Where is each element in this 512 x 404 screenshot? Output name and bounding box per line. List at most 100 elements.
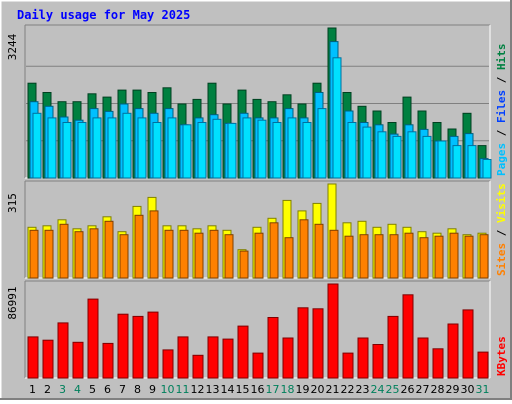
bar-pages-day-22 xyxy=(347,122,357,179)
x-tick-label-day-27: 27 xyxy=(416,383,430,396)
bar-sites-day-21 xyxy=(329,229,339,279)
x-tick-label-day-31: 31 xyxy=(476,383,490,396)
x-tick-label-day-12: 12 xyxy=(191,383,205,396)
bar-kbytes-day-24 xyxy=(372,344,384,379)
bar-sites-day-4 xyxy=(74,231,84,279)
bar-sites-day-24 xyxy=(374,234,384,279)
bar-sites-day-30 xyxy=(464,235,474,279)
bar-pages-day-15 xyxy=(242,117,252,179)
bar-pages-day-7 xyxy=(122,112,132,179)
bar-sites-day-19 xyxy=(299,219,309,279)
bar-sites-day-22 xyxy=(344,235,354,279)
bar-pages-day-14 xyxy=(227,122,237,179)
bar-pages-day-8 xyxy=(137,117,147,179)
x-tick-label-day-13: 13 xyxy=(206,383,220,396)
bar-sites-day-18 xyxy=(284,237,294,279)
bar-pages-day-27 xyxy=(422,135,432,179)
x-tick-label-day-10: 10 xyxy=(161,383,175,396)
bar-sites-day-10 xyxy=(164,229,174,279)
bar-kbytes-day-15 xyxy=(237,325,249,379)
y-axis-max-label: 3244 xyxy=(6,33,19,60)
legend-part: KBytes xyxy=(495,336,508,376)
bar-kbytes-day-5 xyxy=(87,298,99,379)
x-tick-label-day-8: 8 xyxy=(134,383,141,396)
bar-kbytes-day-29 xyxy=(447,323,459,379)
bar-kbytes-day-1 xyxy=(27,336,39,379)
panel-top: 3244 Pages / Files / Hits xyxy=(6,24,508,179)
bar-pages-day-6 xyxy=(107,117,117,179)
bar-sites-day-15 xyxy=(239,250,249,279)
bar-sites-day-8 xyxy=(134,214,144,279)
legend-part: / xyxy=(495,70,508,90)
bar-pages-day-3 xyxy=(62,122,72,179)
bar-pages-day-4 xyxy=(77,122,87,179)
bar-sites-day-9 xyxy=(149,210,159,279)
bar-kbytes-day-16 xyxy=(252,352,264,379)
x-tick-label-day-23: 23 xyxy=(356,383,370,396)
bar-kbytes-day-7 xyxy=(117,313,129,379)
bar-kbytes-day-17 xyxy=(267,317,279,379)
x-tick-label-day-4: 4 xyxy=(74,383,81,396)
chart-title: Daily usage for May 2025 xyxy=(17,8,190,22)
bar-kbytes-day-31 xyxy=(477,351,489,379)
bar-sites-day-27 xyxy=(419,237,429,279)
bar-pages-day-13 xyxy=(212,118,222,179)
x-tick-label-day-9: 9 xyxy=(149,383,156,396)
bar-pages-day-11 xyxy=(182,124,192,179)
x-tick-label-day-18: 18 xyxy=(281,383,295,396)
bar-sites-day-28 xyxy=(434,235,444,279)
legend-part: / xyxy=(495,223,508,243)
bar-kbytes-day-19 xyxy=(297,307,309,379)
bar-kbytes-day-6 xyxy=(102,342,114,379)
bar-pages-day-17 xyxy=(272,122,282,179)
series-legend: KBytes xyxy=(495,336,508,376)
x-tick-label-day-30: 30 xyxy=(461,383,475,396)
bar-sites-day-31 xyxy=(479,234,489,279)
bar-sites-day-14 xyxy=(224,234,234,279)
panel-middle: 315 Sites / Visits xyxy=(6,180,508,279)
bar-sites-day-5 xyxy=(89,228,99,279)
bar-kbytes-day-8 xyxy=(132,315,144,379)
x-tick-label-day-3: 3 xyxy=(59,383,66,396)
bar-sites-day-16 xyxy=(254,232,264,279)
legend-part: Hits xyxy=(495,44,508,71)
x-tick-label-day-29: 29 xyxy=(446,383,460,396)
bar-pages-day-12 xyxy=(197,122,207,179)
bar-kbytes-day-10 xyxy=(162,349,174,379)
bar-pages-day-24 xyxy=(377,131,387,179)
x-tick-label-day-21: 21 xyxy=(326,383,340,396)
x-tick-label-day-16: 16 xyxy=(251,383,265,396)
bar-kbytes-day-26 xyxy=(402,294,414,379)
legend-part: Files xyxy=(495,90,508,123)
x-tick-label-day-14: 14 xyxy=(221,383,235,396)
bar-sites-day-6 xyxy=(104,220,114,279)
bar-pages-day-5 xyxy=(92,117,102,179)
bar-pages-day-23 xyxy=(362,126,372,179)
x-tick-label-day-11: 11 xyxy=(176,383,190,396)
x-axis-day-labels: 1 2 3 4 5 6 7 8 9 10 11 12 13 14 15 16 17 18 19 20 21 22 23 24 2… xyxy=(29,383,490,396)
bar-kbytes-day-11 xyxy=(177,336,189,379)
x-tick-label-day-15: 15 xyxy=(236,383,250,396)
x-tick-label-day-5: 5 xyxy=(89,383,96,396)
legend-part: / xyxy=(495,123,508,143)
bar-kbytes-day-2 xyxy=(42,339,54,379)
x-tick-label-day-17: 17 xyxy=(266,383,280,396)
x-tick-label-day-22: 22 xyxy=(341,383,355,396)
bar-pages-day-9 xyxy=(152,122,162,179)
bar-kbytes-day-25 xyxy=(387,315,399,379)
bar-pages-day-26 xyxy=(407,131,417,179)
x-tick-label-day-25: 25 xyxy=(386,383,400,396)
x-tick-label-day-1: 1 xyxy=(29,383,36,396)
bar-kbytes-day-23 xyxy=(357,337,369,379)
bar-kbytes-day-22 xyxy=(342,352,354,379)
bar-kbytes-day-14 xyxy=(222,338,234,379)
y-axis-max-label: 315 xyxy=(6,193,19,213)
bar-sites-day-2 xyxy=(44,229,54,279)
bar-sites-day-25 xyxy=(389,234,399,279)
bar-pages-day-30 xyxy=(467,145,477,179)
bar-pages-day-10 xyxy=(167,117,177,179)
bar-pages-day-21 xyxy=(332,57,342,179)
bar-sites-day-11 xyxy=(179,229,189,279)
